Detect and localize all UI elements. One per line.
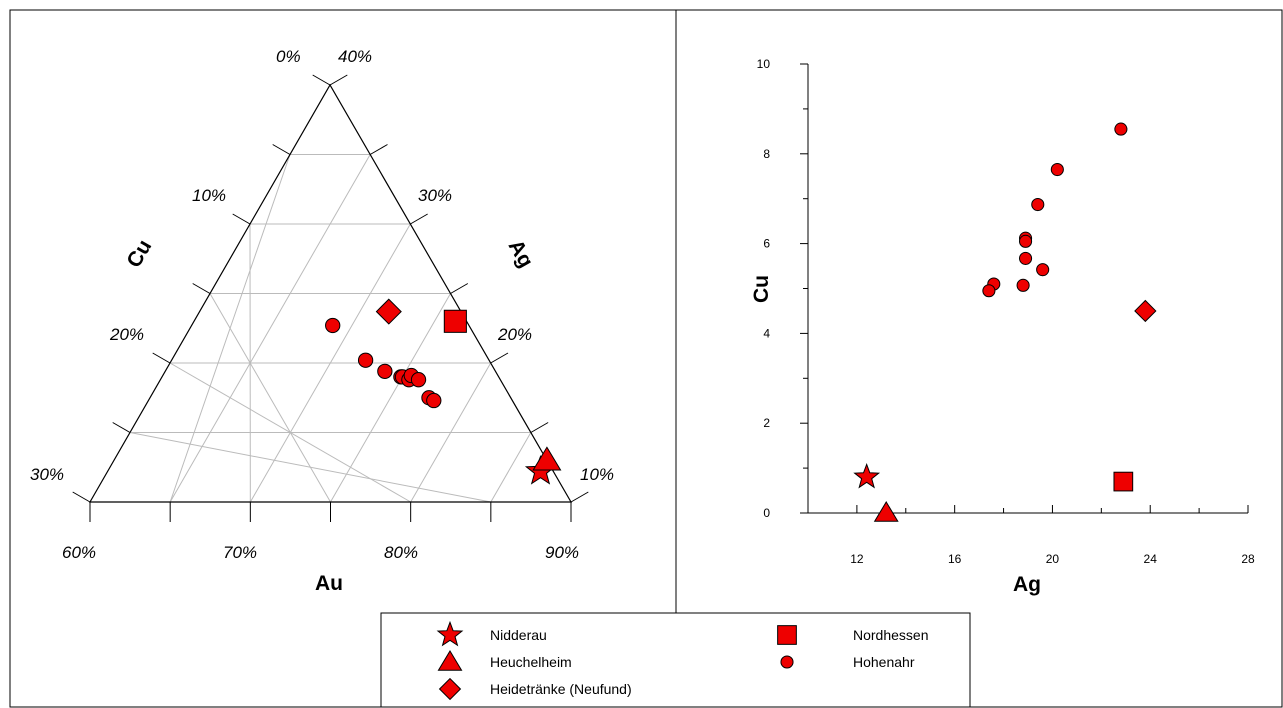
xy-y-tick-label: 0 bbox=[763, 506, 770, 520]
ternary-left-tick-label: 30% bbox=[30, 465, 64, 484]
ternary-point-triangle bbox=[532, 446, 562, 471]
legend-label-hohenahr: Hohenahr bbox=[853, 654, 915, 670]
ternary-point-circle bbox=[410, 372, 427, 388]
xy-point-circle bbox=[1016, 278, 1030, 292]
ternary-grid bbox=[129, 154, 532, 503]
ternary-right-axis-title: Ag bbox=[504, 236, 538, 272]
xy-x-tick-label: 28 bbox=[1241, 552, 1255, 566]
xy-point-circle bbox=[1036, 263, 1050, 277]
ternary-right-tick-label: 20% bbox=[497, 325, 532, 344]
ternary-grid-line bbox=[209, 293, 331, 503]
xy-point-star bbox=[853, 463, 881, 489]
ternary-tick bbox=[232, 213, 251, 225]
ternary-tick bbox=[410, 213, 428, 225]
ternary-point-circle bbox=[357, 352, 374, 368]
ternary-tick bbox=[369, 144, 388, 155]
legend-label-heidetraenke: Heidetränke (Neufund) bbox=[490, 681, 632, 697]
legend-box bbox=[380, 612, 971, 708]
legend-symbol-diamond bbox=[438, 677, 462, 701]
legend-label-nidderau: Nidderau bbox=[490, 627, 547, 643]
xy-points bbox=[853, 122, 1157, 522]
ternary-grid-line bbox=[410, 362, 492, 503]
xy-y-tick-label: 2 bbox=[763, 416, 770, 430]
ternary-tick bbox=[530, 422, 549, 433]
ternary-tick bbox=[272, 144, 291, 155]
ternary-left-tick-label: 20% bbox=[109, 325, 144, 344]
ternary-tick bbox=[152, 352, 171, 364]
xy-x-tick-label: 16 bbox=[948, 552, 962, 566]
ternary-point-circle bbox=[426, 392, 442, 409]
legend-symbol-triangle bbox=[437, 650, 463, 671]
xy-point-diamond bbox=[1134, 299, 1157, 323]
legend-symbol-circle bbox=[780, 655, 794, 669]
ternary-bottom-tick-label: 90% bbox=[545, 543, 579, 562]
xy-y-tick-label: 6 bbox=[763, 237, 770, 251]
ternary-plot: 60% 70% 80% 90% 0% 10% 20% 30% 40% 30% 2… bbox=[30, 47, 614, 595]
ternary-tick bbox=[570, 491, 589, 503]
ternary-point-circle bbox=[377, 363, 393, 379]
ternary-right-tick-label: 30% bbox=[418, 186, 452, 205]
ternary-tick bbox=[112, 422, 131, 433]
ternary-point-square bbox=[443, 309, 467, 333]
ternary-left-tick-label: 10% bbox=[192, 186, 226, 205]
ternary-tick bbox=[192, 283, 211, 294]
ternary-left-tick-label: 0% bbox=[276, 47, 301, 66]
figure-frame bbox=[9, 9, 1283, 708]
ternary-left-axis-title: Cu bbox=[122, 236, 156, 272]
ternary-point-diamond bbox=[375, 298, 402, 325]
ternary-grid-line bbox=[129, 432, 491, 503]
xy-y-tick-label: 8 bbox=[763, 147, 770, 161]
ternary-bottom-tick-label: 60% bbox=[62, 543, 96, 562]
ternary-grid-line bbox=[490, 432, 532, 503]
xy-y-axis-title: Cu bbox=[750, 275, 773, 303]
ternary-tick bbox=[450, 283, 469, 294]
xy-point-triangle bbox=[873, 501, 899, 522]
ternary-bottom-tick-label: 80% bbox=[384, 543, 418, 562]
legend-symbol-star bbox=[436, 620, 464, 647]
ternary-tick bbox=[329, 74, 348, 86]
ternary-points bbox=[325, 298, 562, 485]
xy-point-circle bbox=[982, 284, 996, 298]
legend-label-nordhessen: Nordhessen bbox=[853, 627, 929, 643]
ternary-tick bbox=[72, 491, 91, 503]
ternary-bottom-tick-label: 70% bbox=[223, 543, 257, 562]
legend-symbol-square bbox=[777, 625, 797, 645]
ternary-bottom-axis-title: Au bbox=[315, 572, 343, 595]
ternary-right-tick-label: 10% bbox=[580, 465, 614, 484]
xy-x-tick-label: 12 bbox=[850, 552, 864, 566]
xy-x-tick-label: 24 bbox=[1144, 552, 1158, 566]
xy-point-circle bbox=[1019, 234, 1033, 248]
ternary-tick bbox=[312, 74, 331, 86]
xy-point-circle bbox=[1050, 162, 1064, 177]
ternary-grid-line bbox=[169, 154, 371, 503]
xy-x-tick-label: 20 bbox=[1046, 552, 1060, 566]
ternary-tick bbox=[490, 352, 509, 364]
legend: Nidderau Heuchelheim Heidetränke (Neufun… bbox=[380, 612, 971, 708]
xy-y-tick-label: 10 bbox=[757, 57, 771, 71]
xy-x-axis-title: Ag bbox=[1013, 573, 1041, 596]
ternary-ticks bbox=[72, 74, 589, 522]
xy-point-circle bbox=[1114, 122, 1128, 136]
legend-label-heuchelheim: Heuchelheim bbox=[490, 654, 572, 670]
xy-y-tick-label: 4 bbox=[763, 326, 770, 340]
xy-point-circle bbox=[1031, 197, 1045, 212]
ternary-point-circle bbox=[325, 317, 341, 334]
xy-point-square bbox=[1113, 471, 1134, 492]
xy-point-circle bbox=[1019, 251, 1033, 265]
ternary-right-tick-label: 40% bbox=[338, 47, 372, 66]
